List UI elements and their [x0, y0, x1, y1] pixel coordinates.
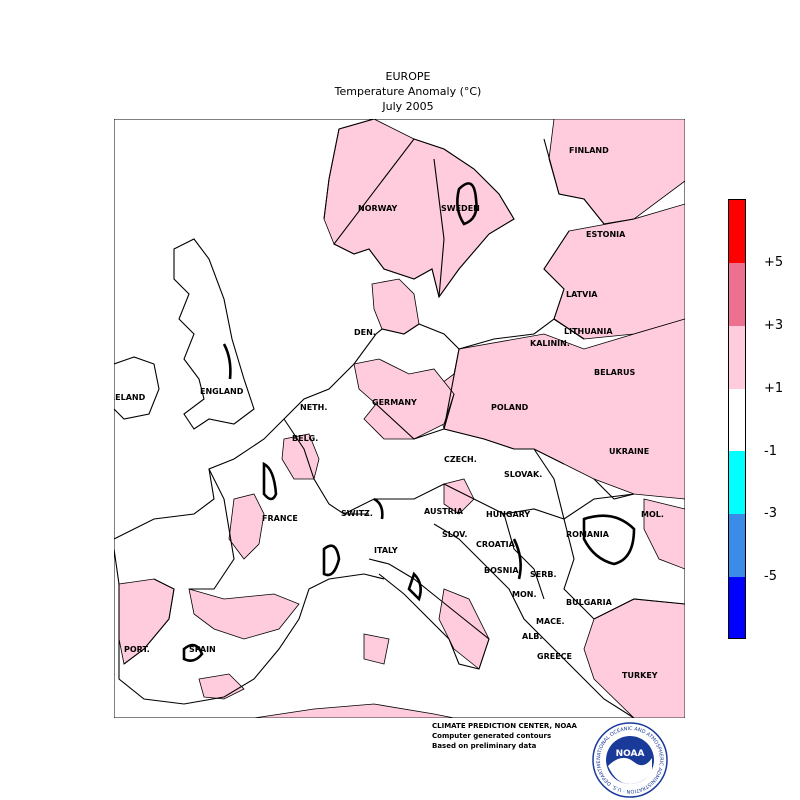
legend-tick-plus5: +5 [764, 255, 784, 270]
anomaly-region-sicily [363, 633, 390, 665]
label-mon: MON. [512, 590, 537, 599]
label-estonia: ESTONIA [586, 230, 626, 239]
credit-line-1: CLIMATE PREDICTION CENTER, NOAA [432, 722, 577, 730]
zero-contours [182, 182, 636, 662]
legend-bin-1-3 [729, 326, 745, 389]
anomaly-region-romania [643, 498, 685, 570]
label-turkey: TURKEY [622, 671, 658, 680]
country-boundaries [114, 119, 685, 718]
label-germany: GERMANY [372, 398, 417, 407]
credit-line-2: Computer generated contours [432, 732, 552, 740]
label-spain: SPAIN [189, 645, 216, 654]
label-alb: ALB. [522, 632, 542, 641]
legend-tick-plus1: +1 [764, 381, 784, 396]
legend-tick-minus1: -1 [764, 444, 777, 459]
anomaly-region-north-africa [253, 703, 455, 718]
label-mace: MACE. [536, 617, 565, 626]
anomaly-map: FINLAND NORWAY SWEDEN ESTONIA LATVIA LIT… [114, 119, 685, 718]
map-period: July 2005 [382, 100, 434, 113]
anomaly-region-spain [188, 588, 300, 640]
country-labels: FINLAND NORWAY SWEDEN ESTONIA LATVIA LIT… [114, 146, 664, 680]
label-port: PORT. [124, 645, 150, 654]
label-slovak: SLOVAK. [504, 470, 542, 479]
label-serb: SERB. [530, 570, 557, 579]
label-bulgaria: BULGARIA [566, 598, 613, 607]
noaa-logo: NATIONAL OCEANIC AND ATMOSPHERIC ADMINIS… [592, 722, 668, 798]
label-norway: NORWAY [358, 204, 398, 213]
label-bosnia: BOSNIA [484, 566, 519, 575]
map-subtitle: Temperature Anomaly (°C) [334, 85, 482, 98]
anomaly-region-germany [353, 358, 455, 440]
anomaly-region-spain-south [198, 673, 245, 700]
label-slov: SLOV. [442, 530, 467, 539]
label-ukraine: UKRAINE [609, 447, 649, 456]
credit-line-3: Based on preliminary data [432, 742, 537, 750]
logo-text: NOAA [616, 749, 645, 759]
legend-bin-neg3-5 [729, 514, 745, 577]
legend-bin-neutral [729, 389, 745, 451]
legend-tick-plus3: +3 [764, 318, 784, 333]
label-france: FRANCE [262, 514, 298, 523]
label-den: DEN. [354, 328, 376, 337]
label-hungary: HUNGARY [486, 510, 530, 519]
label-england: ENGLAND [200, 387, 244, 396]
label-finland: FINLAND [569, 146, 609, 155]
anomaly-region-france-west [228, 493, 265, 560]
label-croatia: CROATIA [476, 540, 516, 549]
legend-tick-minus3: -3 [764, 506, 777, 521]
label-belg: BELG. [292, 434, 318, 443]
warm-anomaly-regions [118, 119, 685, 718]
label-neth: NETH. [300, 403, 327, 412]
legend-bin-neg1-3 [729, 451, 745, 514]
legend-tick-minus5: -5 [764, 569, 777, 584]
label-romania: ROMANIA [566, 530, 610, 539]
label-sweden: SWEDEN [441, 204, 480, 213]
map-title: EUROPE [385, 70, 431, 83]
label-belarus: BELARUS [594, 368, 636, 377]
label-latvia: LATVIA [566, 290, 598, 299]
label-greece: GREECE [537, 652, 572, 661]
label-austria: AUSTRIA [424, 507, 464, 516]
legend-bin-ltneg5 [729, 577, 745, 638]
label-poland: POLAND [491, 403, 529, 412]
label-ireland: IRELAND [114, 393, 146, 402]
label-kalinin: KALININ. [530, 339, 570, 348]
label-italy: ITALY [374, 546, 398, 555]
label-mol: MOL. [641, 510, 664, 519]
color-legend [728, 199, 746, 639]
label-lithuania: LITHUANIA [564, 327, 613, 336]
legend-bin-gt5 [729, 200, 745, 263]
label-switz: SWITZ. [341, 509, 373, 518]
label-czech: CZECH. [444, 455, 477, 464]
legend-bin-3-5 [729, 263, 745, 326]
